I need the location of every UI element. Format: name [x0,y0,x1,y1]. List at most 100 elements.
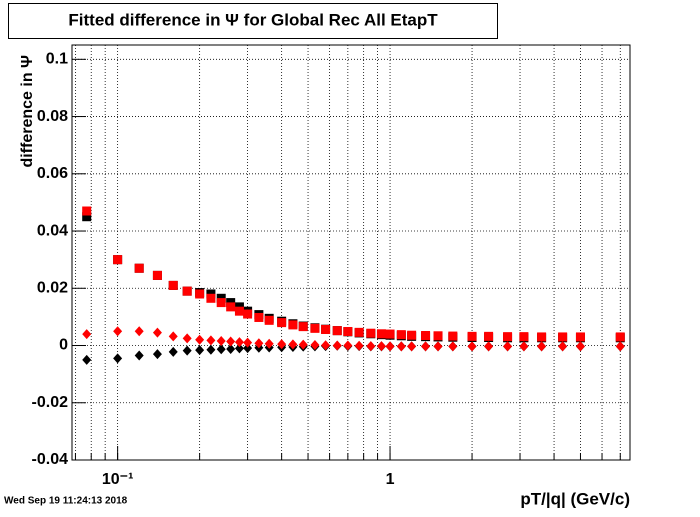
square-marker [298,322,308,332]
square-marker [216,298,226,308]
square-marker [448,331,458,341]
diamond-marker [277,339,287,350]
diamond-marker [206,335,216,346]
diamond-marker [321,340,331,351]
diamond-marker [376,341,386,352]
square-marker [484,331,494,341]
diamond-marker [354,340,364,351]
diamond-marker [254,338,264,349]
square-marker [310,323,320,333]
diamond-marker [332,340,342,351]
diamond-marker [484,341,494,352]
diamond-marker [615,341,625,352]
square-marker [168,280,178,290]
square-marker [343,326,353,336]
x-tick-label: 10⁻¹ [102,471,134,488]
square-marker [113,255,123,265]
diamond-marker [195,345,205,356]
diamond-marker [396,341,406,352]
square-marker [376,329,386,339]
diamond-marker [421,341,431,352]
diamond-marker [407,341,417,352]
x-tick-label: 1 [386,471,395,488]
diamond-marker [448,341,458,352]
square-marker [433,331,443,341]
square-marker [264,315,274,325]
square-marker [537,332,547,342]
diamond-marker [234,337,244,348]
square-marker [134,263,144,273]
square-marker [226,302,236,312]
square-marker [519,332,529,342]
y-tick-label: 0 [59,337,68,354]
diamond-marker [82,354,92,365]
y-tick-label: -0.02 [32,394,69,411]
square-marker [385,329,395,339]
diamond-marker [537,341,547,352]
y-tick-label: 0.04 [37,222,68,239]
square-marker [254,312,264,322]
diamond-marker [575,341,585,352]
square-marker [82,206,92,216]
square-marker [206,293,216,303]
square-marker [288,320,298,330]
diamond-marker [288,339,298,350]
square-marker [332,326,342,336]
square-marker [354,327,364,337]
diamond-marker [216,335,226,346]
diamond-marker [366,341,376,352]
square-marker [195,289,205,299]
y-tick-label: 0.02 [37,279,68,296]
y-axis-label: difference in Ψ [19,55,36,168]
timestamp: Wed Sep 19 11:24:13 2018 [4,496,128,507]
plot-frame [71,44,631,461]
square-marker [407,330,417,340]
square-marker [243,309,253,319]
diamond-marker [243,337,253,348]
diamond-marker [195,334,205,345]
diamond-marker [310,339,320,350]
diamond-marker [168,331,178,342]
diamond-marker [168,346,178,357]
y-tick-label: 0.1 [46,51,68,68]
diamond-marker [216,344,226,355]
square-marker [182,286,192,296]
chart-title: Fitted difference in Ψ for Global Rec Al… [68,10,438,29]
title-box [8,3,498,39]
square-marker [503,332,513,342]
diamond-marker [558,341,568,352]
square-marker [321,324,331,334]
diamond-marker [385,341,395,352]
diamond-marker [226,336,236,347]
square-marker [575,332,585,342]
diamond-marker [467,341,477,352]
square-marker [277,318,287,328]
diamond-marker [82,329,92,340]
square-marker [615,332,625,342]
square-marker [234,306,244,316]
square-marker [558,332,568,342]
y-tick-label: 0.08 [37,108,68,125]
square-marker [396,330,406,340]
diamond-marker [182,345,192,356]
diamond-marker [264,338,274,349]
square-marker [421,331,431,340]
diamond-marker [343,340,353,351]
square-marker [82,212,92,222]
diamond-marker [152,327,162,338]
diamond-marker [243,343,253,354]
diamond-marker [134,326,144,337]
square-marker [152,270,162,280]
diamond-marker [503,341,513,352]
diamond-marker [433,341,443,352]
diamond-marker [152,349,162,360]
y-tick-label: -0.04 [32,451,69,468]
diamond-marker [134,350,144,361]
diamond-marker [113,353,123,364]
y-tick-label: 0.06 [37,165,68,182]
x-axis-label: pT/|q| (GeV/c) [520,489,630,508]
square-marker [467,331,477,341]
diamond-marker [226,343,236,354]
diamond-marker [113,326,123,337]
